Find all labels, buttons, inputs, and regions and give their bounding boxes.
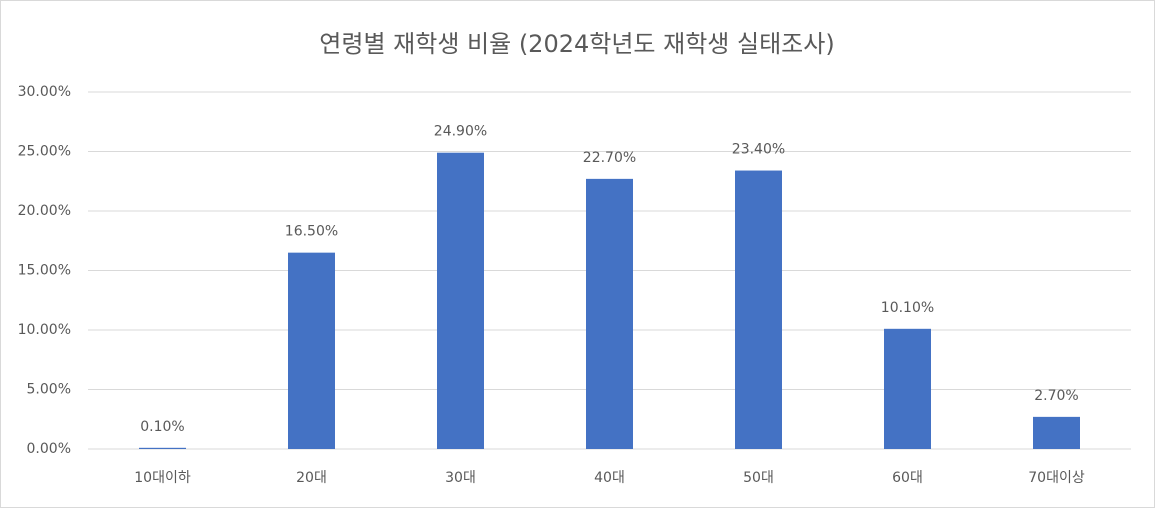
x-tick-label: 10대이하 [134,470,191,486]
y-tick-label: 0.00% [27,441,71,457]
bar [288,252,335,449]
x-tick-label: 70대이상 [1028,470,1085,486]
data-label: 24.90% [434,124,487,140]
data-label: 10.10% [881,300,934,316]
x-tick-label: 50대 [743,470,774,486]
data-label: 22.70% [583,150,636,166]
y-tick-label: 5.00% [27,382,71,398]
bar [884,328,931,449]
chart-title: 연령별 재학생 비율 (2024학년도 재학생 실태조사) [319,30,834,58]
y-tick-label: 15.00% [18,263,71,279]
data-label: 2.70% [1034,388,1078,404]
x-tick-label: 30대 [445,470,476,486]
x-tick-label: 40대 [594,470,625,486]
y-tick-label: 20.00% [18,203,71,219]
bar [735,170,782,450]
bar [1033,416,1080,449]
data-label: 23.40% [732,142,785,158]
y-tick-label: 30.00% [18,84,71,100]
bar [139,447,186,449]
bar [437,152,484,449]
x-tick-label: 20대 [296,470,327,486]
bar [586,178,633,449]
data-label: 0.10% [140,419,184,435]
x-tick-label: 60대 [892,470,923,486]
y-tick-label: 10.00% [18,322,71,338]
data-label: 16.50% [285,224,338,240]
y-tick-label: 25.00% [18,144,71,160]
